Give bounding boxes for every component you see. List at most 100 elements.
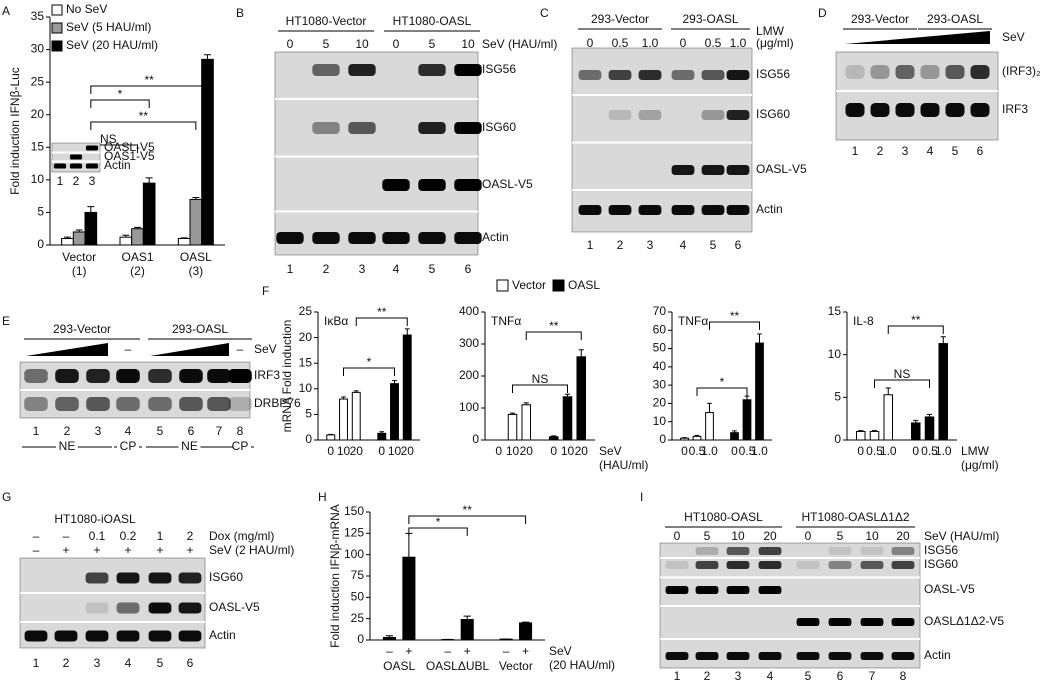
error-bar	[564, 393, 571, 397]
band	[726, 70, 750, 80]
band	[726, 110, 750, 120]
band	[758, 561, 782, 569]
error-bar	[707, 402, 712, 413]
x-tick-label: –	[386, 644, 393, 658]
x-tick-label: 0	[378, 444, 385, 458]
x-tick-label: 20	[350, 444, 364, 458]
row-label: Actin	[104, 158, 131, 172]
lane-number: 4	[393, 262, 400, 276]
x-tick-note: (1)	[72, 264, 87, 278]
x-tick-label: 0.5	[866, 444, 883, 458]
dose-ramp	[845, 31, 990, 44]
row-label: OAS1-V5	[104, 149, 155, 163]
bar	[924, 416, 935, 441]
error-bar	[523, 402, 529, 405]
dose-ramp	[26, 343, 108, 356]
row-label: OASL-V5	[756, 162, 807, 176]
band	[695, 652, 719, 660]
x-tick-label: 10	[388, 444, 402, 458]
fraction-label: NE	[181, 439, 198, 453]
chart-title: TNFα	[678, 314, 708, 328]
error-bar	[463, 615, 471, 620]
band	[665, 652, 689, 660]
group-header: 293-Vector	[53, 322, 111, 336]
band	[418, 232, 446, 244]
legend-label: Vector	[512, 278, 546, 292]
lane-label: 20	[896, 529, 910, 543]
legend-label: No SeV	[66, 2, 107, 16]
band	[945, 103, 965, 117]
panel-letter: I	[640, 490, 643, 504]
panel-letter: B	[236, 6, 244, 20]
lane-label: +	[93, 543, 100, 557]
fraction-label: NE	[59, 439, 76, 453]
band	[860, 652, 884, 660]
error-bar	[379, 431, 385, 434]
band	[228, 369, 252, 383]
significance-bracket	[355, 317, 408, 326]
bar	[869, 430, 880, 441]
significance-bracket	[90, 121, 197, 130]
error-bar	[328, 433, 334, 435]
band	[758, 586, 782, 594]
band	[920, 65, 940, 79]
band	[86, 397, 110, 411]
y-tick-label: 125	[344, 526, 364, 540]
blot	[835, 51, 999, 141]
lane-number: 3	[647, 238, 654, 252]
lane-number: 6	[837, 669, 844, 682]
bar	[562, 396, 573, 441]
y-tick-label: 60	[653, 322, 667, 336]
x-tick-label: 0.5	[921, 444, 938, 458]
x-tick-note: (2)	[130, 264, 145, 278]
error-bar	[405, 532, 413, 558]
y-tick-label: 30	[653, 377, 667, 391]
lane-number: 5	[805, 669, 812, 682]
lane-number: 1	[852, 144, 859, 158]
band	[701, 110, 725, 120]
lane-unit: SeV (2 HAU/ml)	[209, 543, 294, 557]
band	[828, 561, 852, 569]
band	[671, 205, 695, 215]
band	[85, 163, 99, 169]
significance-label: **	[144, 73, 154, 87]
significance-label: *	[367, 355, 372, 369]
row-label: Actin	[209, 628, 236, 642]
error-bar	[392, 380, 397, 384]
band	[891, 547, 915, 555]
row-label: Actin	[924, 648, 951, 662]
lane-unit: SeV	[254, 342, 277, 356]
band	[726, 586, 750, 594]
band	[895, 103, 915, 117]
x-axis-label: LMW	[961, 444, 990, 458]
lane-number: 2	[877, 144, 884, 158]
y-axis-label: Fold induction IFNβ-Luc	[8, 67, 22, 195]
band	[178, 630, 202, 642]
bar	[730, 432, 739, 441]
y-tick-label: 0	[659, 432, 666, 446]
panel-letter: D	[818, 6, 827, 20]
y-axis-label: Fold induction IFNβ-mRNA	[328, 504, 342, 648]
error-bar	[385, 635, 394, 638]
band	[24, 369, 48, 383]
band	[116, 397, 140, 411]
significance-bracket	[696, 387, 748, 396]
x-tick-label: Vector	[62, 250, 96, 264]
lane-number: 1	[287, 262, 294, 276]
band	[726, 547, 750, 555]
lane-number: 6	[187, 656, 194, 670]
lane-number: 2	[64, 424, 71, 438]
panel-letter: G	[2, 490, 11, 504]
fraction-label: CP	[232, 439, 249, 453]
lane-number: 2	[617, 238, 624, 252]
y-tick-label: 0	[357, 632, 364, 646]
row-label: ISG60	[482, 120, 516, 134]
band	[726, 561, 750, 569]
x-axis-unit: (μg/ml)	[961, 458, 999, 472]
error-bar	[404, 328, 410, 336]
y-tick-label: 5	[37, 205, 44, 219]
error-bar	[926, 413, 933, 417]
y-axis-label: mRNA Fold induction	[280, 320, 294, 433]
lane-number: 8	[900, 669, 907, 682]
bar	[910, 422, 921, 441]
